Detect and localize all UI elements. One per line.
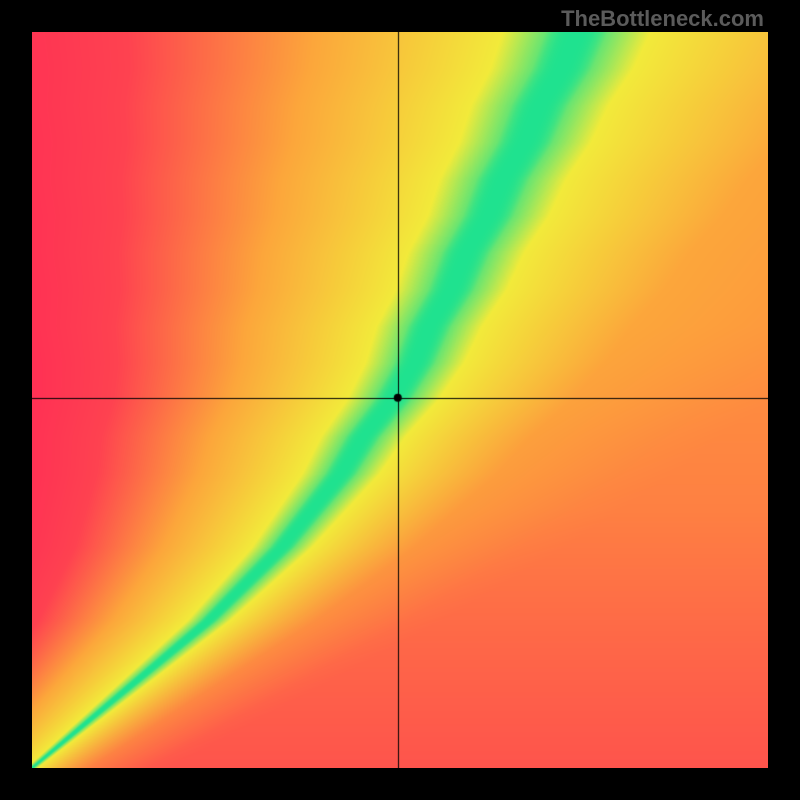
bottleneck-heatmap: [32, 32, 768, 768]
watermark-label: TheBottleneck.com: [561, 6, 764, 32]
chart-container: { "watermark": { "text": "TheBottleneck.…: [0, 0, 800, 800]
